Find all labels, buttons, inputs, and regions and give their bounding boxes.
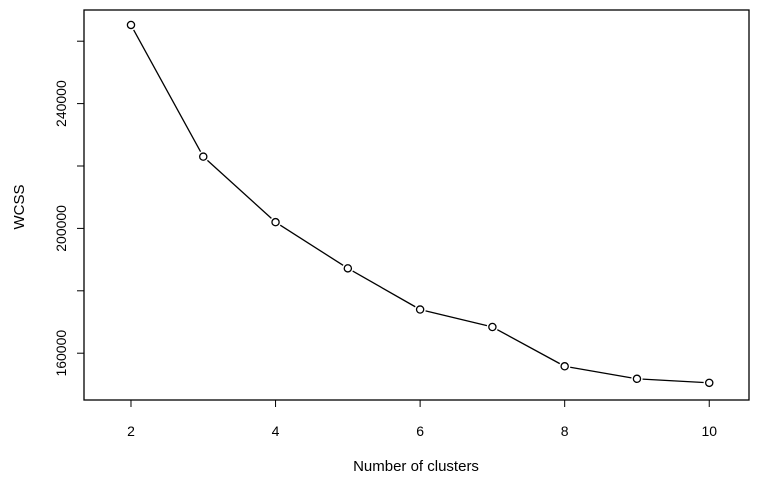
series-line-segment <box>279 224 344 266</box>
data-point <box>271 217 280 227</box>
x-axis-label: Number of clusters <box>353 458 479 475</box>
y-tick-label: 160000 <box>53 330 69 377</box>
y-axis-label: WCSS <box>11 185 28 230</box>
data-point <box>704 378 714 388</box>
data-point <box>199 152 208 161</box>
x-tick-label: 6 <box>416 423 424 439</box>
x-tick-label: 4 <box>272 423 280 439</box>
x-tick-label: 10 <box>701 423 717 439</box>
data-point <box>343 264 353 273</box>
y-tick-label: 240000 <box>53 80 69 127</box>
x-tick-label: 2 <box>127 423 135 439</box>
y-axis: 160000 200000 240000 <box>53 40 85 377</box>
series-line-segment <box>206 159 272 219</box>
series-line-segment <box>352 270 416 308</box>
series-line-segment <box>570 366 632 379</box>
data-point <box>126 20 136 30</box>
series-layer <box>126 20 714 388</box>
series-line-segment <box>642 378 704 384</box>
series-line-segment <box>425 310 488 327</box>
x-axis: 2 4 6 8 10 <box>127 399 717 439</box>
plot-frame <box>83 9 750 401</box>
series-line-segment <box>133 29 202 153</box>
y-tick-label: 200000 <box>53 205 69 252</box>
data-point <box>632 374 642 384</box>
x-tick-label: 8 <box>561 423 569 439</box>
data-point <box>415 305 425 314</box>
series-line-segment <box>497 329 561 365</box>
data-point <box>560 362 569 371</box>
data-point <box>488 322 497 332</box>
